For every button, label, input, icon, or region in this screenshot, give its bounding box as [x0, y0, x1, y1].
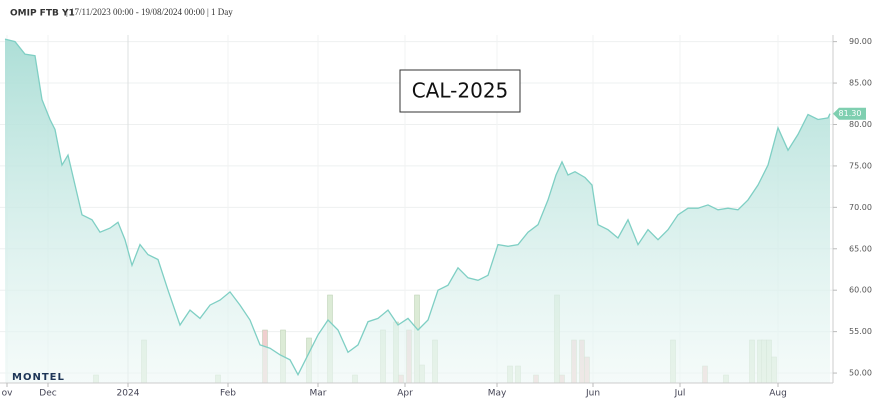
y-tick-label: 80.00 [849, 120, 872, 129]
annotation-box [399, 69, 521, 113]
y-tick-label: 85.00 [849, 79, 872, 88]
y-tick-label: 90.00 [849, 37, 872, 46]
x-tick-label: Mar [310, 389, 327, 399]
x-tick-label: May [488, 389, 507, 399]
last-value-tag [833, 107, 866, 120]
x-tick-label: ov [2, 389, 14, 399]
chart-title: OMIP FTB Y1 [10, 9, 75, 19]
y-tick-label: 50.00 [849, 369, 872, 378]
plot [4, 38, 831, 383]
x-tick-label: Dec [39, 389, 56, 399]
line [4, 38, 831, 377]
y-tick-label: 70.00 [849, 203, 872, 212]
y-tick-label: 60.00 [849, 286, 872, 295]
logo: MONTEL [12, 372, 65, 383]
x-tick-label: Apr [397, 389, 413, 399]
y-tick-label: 55.00 [849, 327, 872, 336]
x-tick-label: Jun [585, 389, 600, 399]
header: OMIP FTB Y1 | 17/11/2023 00:00 - 19/08/2… [10, 7, 233, 18]
y-tick-label: 75.00 [849, 161, 872, 170]
annotation: CAL-2025 [412, 79, 509, 103]
chart-subtitle: | 17/11/2023 00:00 - 19/08/2024 00:00 | … [66, 7, 233, 17]
y-tick-label: 65.00 [849, 244, 872, 253]
x-tick-label: Feb [220, 389, 236, 399]
area [5, 39, 830, 383]
x-tick-label: Aug [769, 389, 787, 399]
x-tick-label: 2024 [117, 389, 140, 399]
last-value-label: 81.30 [839, 109, 862, 118]
x-tick-label: Jul [674, 389, 686, 399]
